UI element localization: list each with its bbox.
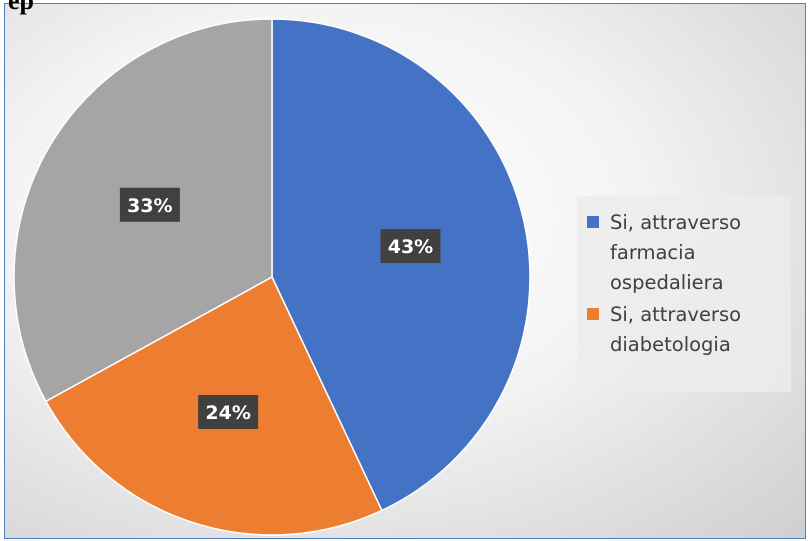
data-label-text: 43% [388,236,433,258]
pie-slices [13,18,531,536]
data-label-1: 43% [380,229,441,264]
legend-label-farmacia: Si, attraverso farmacia ospedaliera [610,211,742,294]
data-label-text: 24% [205,402,250,424]
legend-swatch-orange [587,308,599,320]
legend: Si, attraverso farmacia ospedaliera Si, … [577,196,791,392]
data-label-box [119,187,180,222]
data-label-text: 33% [127,195,172,217]
page-heading: ep [8,0,34,15]
pie-data-labels: 43% 24% 33% [119,187,441,429]
data-label-box [380,229,441,264]
data-label-box [198,394,259,429]
data-label-2: 24% [198,394,259,429]
data-label-3: 33% [119,187,180,222]
slice-farmacia [271,18,531,512]
legend-label-diabetologia: Si, attraverso diabetologia [610,303,742,356]
legend-swatch-blue [587,216,599,228]
chart-frame: 43% 24% 33% Si, attraverso farmacia ospeda… [4,3,806,539]
pie-chart: 43% 24% 33% [13,18,531,536]
